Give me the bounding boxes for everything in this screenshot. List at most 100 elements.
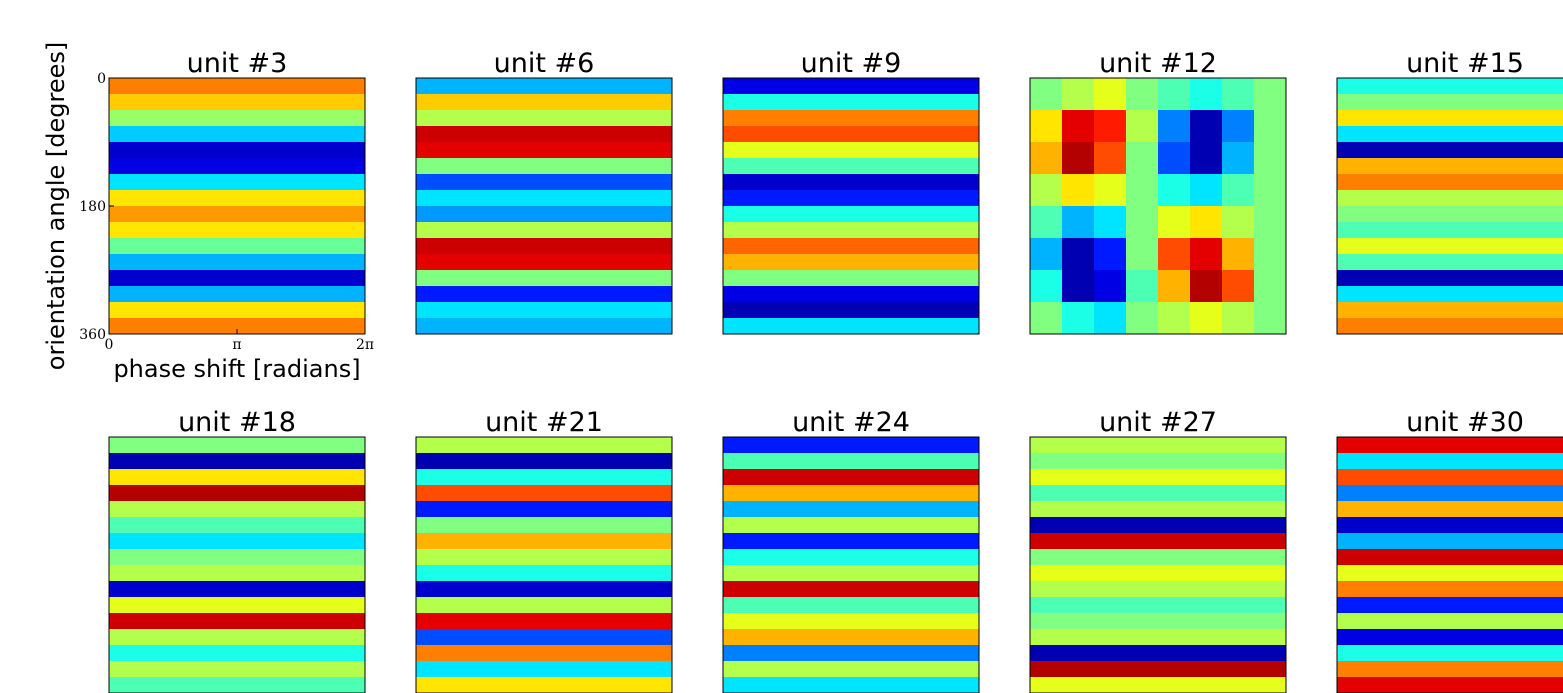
heatmap-cell bbox=[1190, 110, 1223, 143]
heatmap-cell bbox=[1030, 677, 1287, 693]
heatmap-cell bbox=[416, 485, 673, 502]
heatmap-cell bbox=[109, 238, 366, 255]
heatmap-cell bbox=[416, 437, 673, 454]
heatmap-cell bbox=[416, 581, 673, 598]
heatmap-cell bbox=[109, 485, 366, 502]
heatmap-cell bbox=[1094, 206, 1127, 239]
heatmap-cell bbox=[1337, 501, 1563, 518]
heatmap-cell bbox=[416, 645, 673, 662]
heatmap-cell bbox=[1254, 270, 1287, 303]
heatmap-panel bbox=[723, 437, 980, 693]
heatmap-cell bbox=[723, 485, 980, 502]
heatmap-cell bbox=[109, 517, 366, 534]
heatmap-cell bbox=[1337, 533, 1563, 550]
heatmap-cell bbox=[1030, 501, 1287, 518]
heatmap-cell bbox=[1254, 78, 1287, 111]
heatmap-cell bbox=[1094, 174, 1127, 207]
y-tick-label: 180 bbox=[79, 199, 106, 215]
panel-title: unit #3 bbox=[187, 48, 288, 79]
heatmap-cell bbox=[416, 206, 673, 223]
heatmap-cell bbox=[1222, 206, 1255, 239]
x-tick-label: 2π bbox=[356, 337, 374, 353]
panel-title: unit #24 bbox=[792, 407, 910, 438]
heatmap-cell bbox=[723, 254, 980, 271]
heatmap-cell bbox=[1337, 469, 1563, 486]
heatmap-cell bbox=[416, 270, 673, 287]
heatmap-cell bbox=[1126, 78, 1159, 111]
heatmap-cell bbox=[1030, 597, 1287, 614]
panel-title: unit #9 bbox=[801, 48, 902, 79]
heatmap-cell bbox=[1030, 565, 1287, 582]
heatmap-cell bbox=[1030, 533, 1287, 550]
heatmap-cell bbox=[109, 142, 366, 159]
heatmap-cell bbox=[416, 549, 673, 566]
heatmap-cell bbox=[1337, 206, 1563, 223]
y-axis-label: orientation angle [degrees] bbox=[42, 42, 70, 370]
panel-title: unit #18 bbox=[178, 407, 296, 438]
heatmap-cell bbox=[1337, 126, 1563, 143]
heatmap-cell bbox=[1337, 142, 1563, 159]
heatmap-cell bbox=[723, 565, 980, 582]
heatmap-cell bbox=[1030, 629, 1287, 646]
heatmap-cell bbox=[1158, 142, 1191, 175]
heatmap-cell bbox=[109, 270, 366, 287]
heatmap-panel bbox=[416, 78, 673, 335]
heatmap-cell bbox=[1126, 238, 1159, 271]
heatmap-cell bbox=[723, 597, 980, 614]
heatmap-cell bbox=[1030, 613, 1287, 630]
heatmap-cell bbox=[1062, 270, 1095, 303]
heatmap-cell bbox=[723, 270, 980, 287]
heatmap-cell bbox=[1337, 549, 1563, 566]
heatmap-cell bbox=[1254, 206, 1287, 239]
heatmap-cell bbox=[1062, 78, 1095, 111]
heatmap-cell bbox=[1126, 110, 1159, 143]
heatmap-cell bbox=[1158, 206, 1191, 239]
heatmap-cell bbox=[723, 469, 980, 486]
heatmap-cell bbox=[1337, 94, 1563, 111]
heatmap-cell bbox=[723, 110, 980, 127]
heatmap-cell bbox=[1030, 453, 1287, 470]
heatmap-cell bbox=[416, 318, 673, 335]
heatmap-cell bbox=[416, 533, 673, 550]
heatmap-cell bbox=[1030, 469, 1287, 486]
panel-title: unit #21 bbox=[485, 407, 603, 438]
heatmap-cell bbox=[1337, 597, 1563, 614]
heatmap-cell bbox=[1337, 110, 1563, 127]
heatmap-cell bbox=[109, 222, 366, 239]
heatmap-cell bbox=[1254, 142, 1287, 175]
heatmap-cell bbox=[109, 581, 366, 598]
heatmap-cell bbox=[1062, 174, 1095, 207]
heatmap-cell bbox=[723, 142, 980, 159]
heatmap-cell bbox=[109, 437, 366, 454]
heatmap-cell bbox=[1094, 302, 1127, 335]
heatmap-cell bbox=[723, 613, 980, 630]
heatmap-cell bbox=[416, 238, 673, 255]
heatmap-cell bbox=[109, 190, 366, 207]
heatmap-cell bbox=[1126, 270, 1159, 303]
heatmap-cell bbox=[723, 286, 980, 303]
heatmap-cell bbox=[1337, 254, 1563, 271]
heatmap-cell bbox=[723, 661, 980, 678]
heatmap-cell bbox=[1222, 110, 1255, 143]
heatmap-cell bbox=[723, 549, 980, 566]
heatmap-cell bbox=[1062, 302, 1095, 335]
heatmap-cell bbox=[1337, 158, 1563, 175]
heatmap-cell bbox=[723, 190, 980, 207]
heatmap-cell bbox=[723, 581, 980, 598]
heatmap-cell bbox=[1337, 222, 1563, 239]
heatmap-panel bbox=[1337, 78, 1563, 335]
heatmap-cell bbox=[1062, 238, 1095, 271]
heatmap-cell bbox=[109, 110, 366, 127]
heatmap-cell bbox=[1158, 270, 1191, 303]
heatmap-cell bbox=[416, 501, 673, 518]
heatmap-cell bbox=[1190, 174, 1223, 207]
heatmap-cell bbox=[1337, 453, 1563, 470]
heatmap-cell bbox=[1030, 110, 1063, 143]
heatmap-panel bbox=[109, 437, 366, 693]
x-tick-label: π bbox=[232, 337, 241, 353]
heatmap-cell bbox=[1030, 661, 1287, 678]
heatmap-cell bbox=[723, 222, 980, 239]
heatmap-cell bbox=[723, 533, 980, 550]
heatmap-cell bbox=[109, 174, 366, 191]
heatmap-panel bbox=[1030, 437, 1287, 693]
